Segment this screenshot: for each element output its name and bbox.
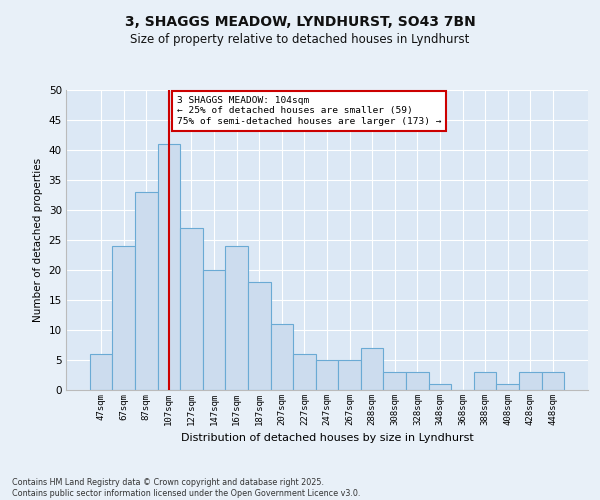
Bar (112, 246, 135, 390)
Bar (428, 384, 451, 390)
Bar (271, 324, 293, 390)
Bar (361, 348, 383, 390)
Bar (180, 228, 203, 390)
Text: Contains HM Land Registry data © Crown copyright and database right 2025.
Contai: Contains HM Land Registry data © Crown c… (12, 478, 361, 498)
Y-axis label: Number of detached properties: Number of detached properties (33, 158, 43, 322)
Bar (135, 192, 158, 390)
Bar (158, 144, 180, 390)
Bar (496, 384, 519, 390)
Bar (316, 360, 338, 390)
Text: Size of property relative to detached houses in Lyndhurst: Size of property relative to detached ho… (130, 32, 470, 46)
Bar (406, 372, 428, 390)
Bar (519, 372, 542, 390)
Bar (383, 372, 406, 390)
Bar (338, 360, 361, 390)
Bar (542, 372, 564, 390)
Text: 3 SHAGGS MEADOW: 104sqm
← 25% of detached houses are smaller (59)
75% of semi-de: 3 SHAGGS MEADOW: 104sqm ← 25% of detache… (177, 96, 441, 126)
Text: 3, SHAGGS MEADOW, LYNDHURST, SO43 7BN: 3, SHAGGS MEADOW, LYNDHURST, SO43 7BN (125, 15, 475, 29)
Bar (226, 246, 248, 390)
Bar (203, 270, 226, 390)
Bar (474, 372, 496, 390)
Bar (90, 354, 112, 390)
Bar (248, 282, 271, 390)
Bar (293, 354, 316, 390)
X-axis label: Distribution of detached houses by size in Lyndhurst: Distribution of detached houses by size … (181, 434, 473, 444)
